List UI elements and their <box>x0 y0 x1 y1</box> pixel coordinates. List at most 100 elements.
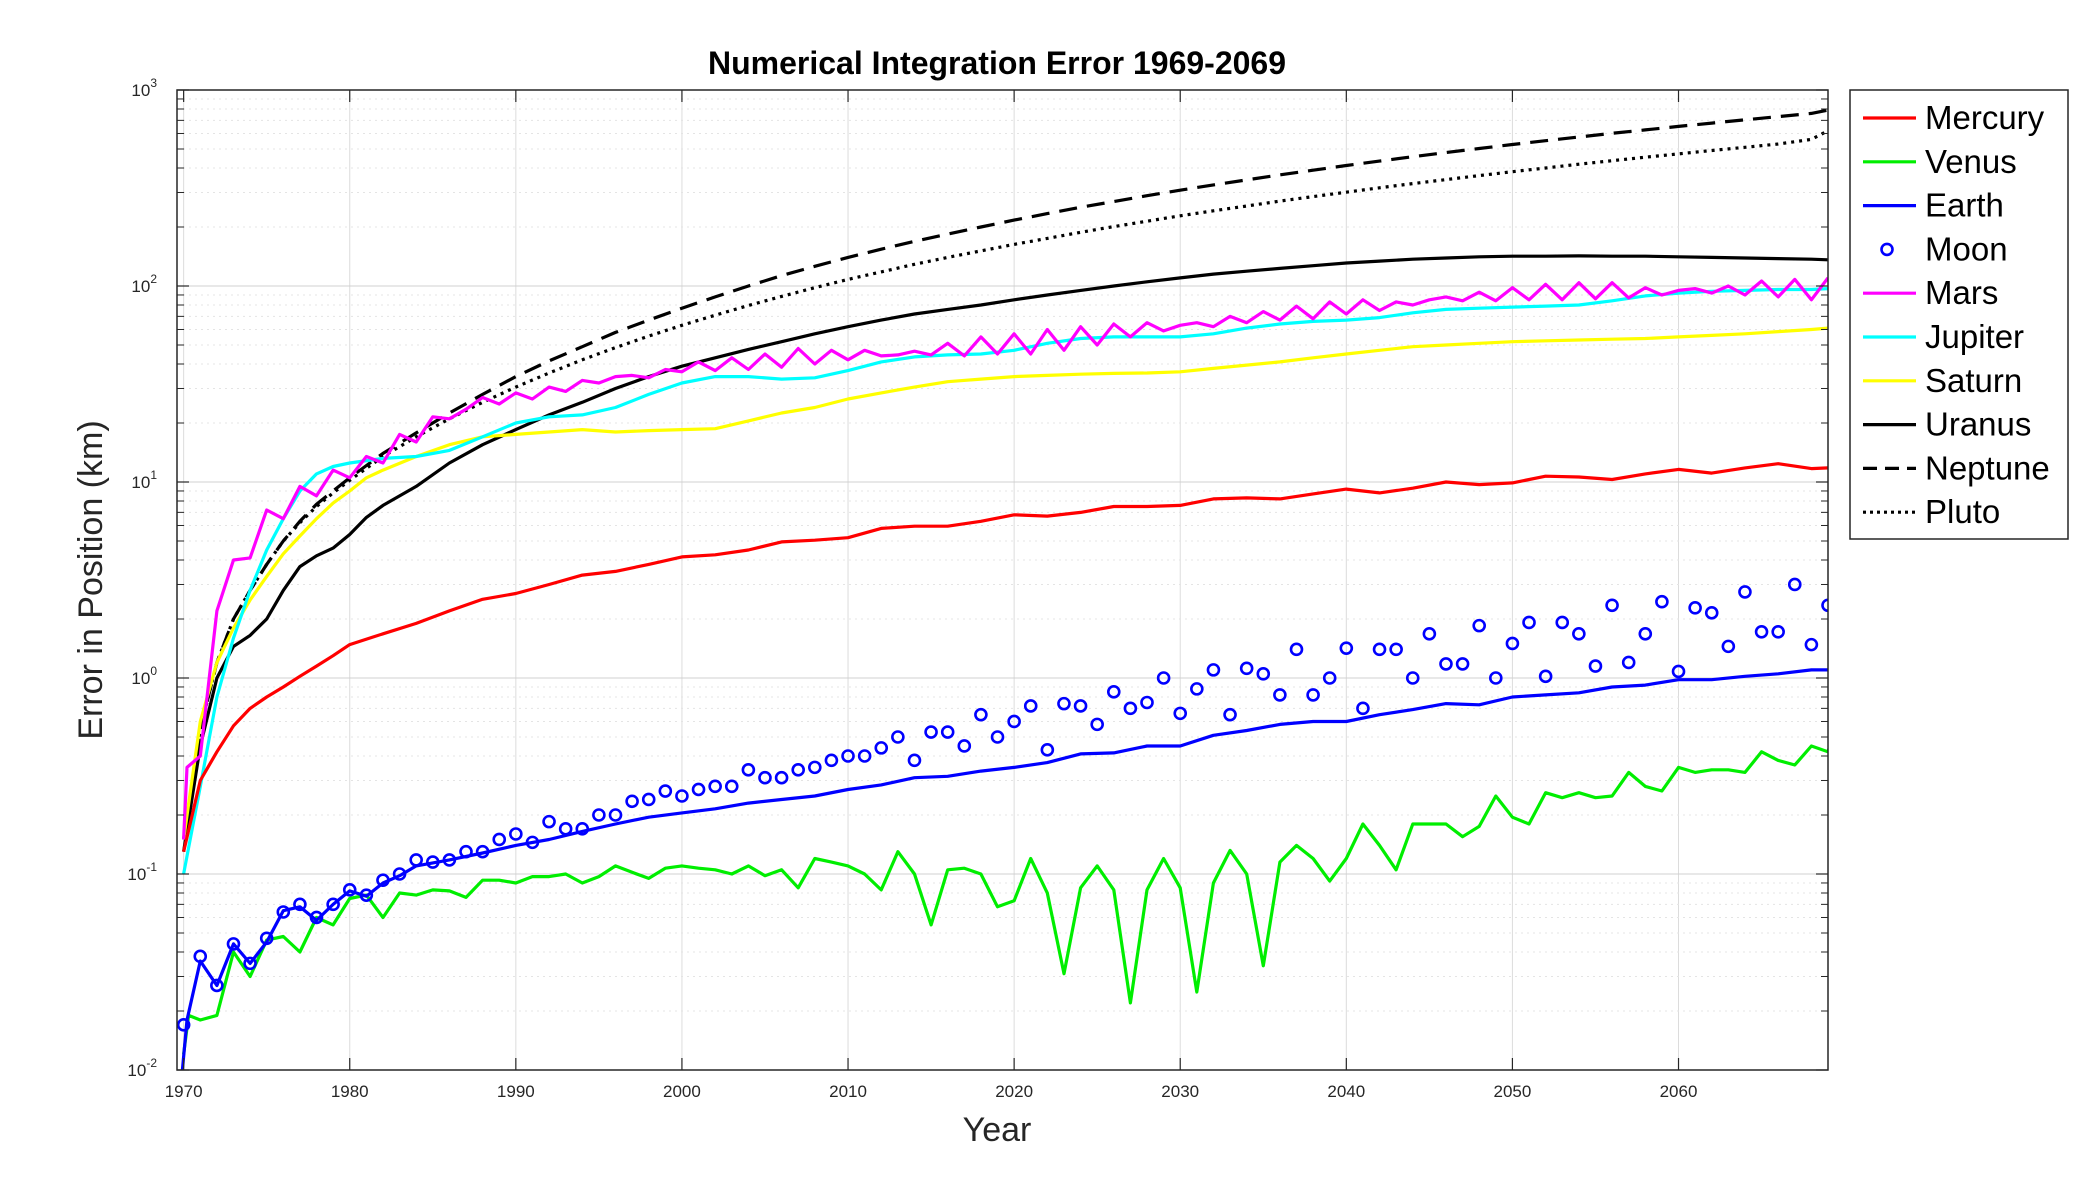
moon-marker <box>492 832 507 847</box>
legend-label: Earth <box>1925 187 2004 224</box>
moon-marker <box>990 730 1005 744</box>
moon-marker <box>708 779 722 794</box>
earth-line <box>180 668 1828 1070</box>
legend-label: Mercury <box>1925 99 2045 136</box>
moon-marker <box>1123 701 1138 716</box>
moon-marker <box>675 789 689 803</box>
moon-marker <box>1389 642 1403 657</box>
legend-label: Neptune <box>1925 449 2050 486</box>
moon-marker <box>658 784 673 798</box>
legend-entry-earth: Earth <box>1863 187 2004 224</box>
moon-marker <box>1040 743 1055 757</box>
moon-marker <box>1522 615 1536 630</box>
legend-label: Moon <box>1925 230 2008 267</box>
moon-marker <box>1306 688 1320 702</box>
y-tick-label: 10-2 <box>127 1056 157 1080</box>
moon-marker <box>940 725 955 739</box>
moon-marker <box>1106 685 1121 699</box>
legend: Mercury Venus Earth Moon Mars Jupiter Saturn Ur… <box>1849 89 2069 540</box>
moon-marker <box>509 827 523 841</box>
moon-marker <box>1140 695 1154 710</box>
series-mars <box>182 276 1828 840</box>
tick-marks <box>177 89 1828 1071</box>
x-tick-label: 2000 <box>663 1082 701 1101</box>
legend-label: Saturn <box>1925 362 2022 399</box>
legend-entry-pluto: Pluto <box>1863 493 2000 530</box>
moon-marker <box>342 883 357 897</box>
moon-marker <box>542 814 556 829</box>
y-tick-base: 10 <box>127 865 146 884</box>
x-tick-label: 2040 <box>1327 1082 1365 1101</box>
moon-marker <box>475 844 490 859</box>
legend-entry-neptune: Neptune <box>1863 449 2050 486</box>
legend-label: Pluto <box>1925 493 2000 530</box>
y-tick-label: 10-1 <box>127 860 157 884</box>
y-tick-exponent: 3 <box>150 76 157 90</box>
moon-marker <box>1505 636 1520 651</box>
legend-box <box>1849 89 2069 540</box>
moon-marker <box>1356 701 1370 716</box>
moon-marker <box>1405 671 1420 685</box>
moon-marker <box>259 931 274 946</box>
moon-marker <box>741 763 756 777</box>
x-tick-label: 2050 <box>1494 1082 1532 1101</box>
x-axis-label: Year <box>963 1111 1032 1149</box>
moon-marker <box>1538 669 1553 684</box>
moon-marker <box>1007 714 1021 729</box>
moon-marker <box>1605 598 1619 613</box>
series-layer <box>177 108 1828 1070</box>
moon-marker <box>625 794 639 809</box>
moon-marker <box>1339 641 1354 655</box>
moon-marker <box>857 749 872 763</box>
moon-marker <box>376 873 390 887</box>
moon-marker <box>525 835 540 850</box>
moon-marker <box>425 855 440 869</box>
x-tick-label: 1990 <box>497 1082 535 1101</box>
moon-marker <box>841 749 855 763</box>
plot-area <box>176 89 1829 1071</box>
moon-marker <box>1223 707 1237 722</box>
moon-marker <box>1771 625 1785 639</box>
y-tick-exponent: -2 <box>146 1056 157 1070</box>
legend-entry-jupiter: Jupiter <box>1863 318 2024 355</box>
y-tick-base: 10 <box>131 81 150 100</box>
moon-marker <box>1273 688 1287 702</box>
x-tick-label: 1970 <box>165 1082 203 1101</box>
x-tick-label: 2060 <box>1660 1082 1698 1101</box>
moon-marker <box>1738 585 1752 599</box>
moon-marker <box>1621 655 1636 670</box>
moon-marker <box>1572 627 1586 641</box>
x-tick-label: 2020 <box>995 1082 1033 1101</box>
legend-entry-moon: Moon <box>1880 230 2008 267</box>
moon-marker <box>1555 615 1570 630</box>
moon-marker <box>276 905 291 919</box>
series-venus <box>182 744 1828 1055</box>
moon-marker <box>1688 601 1702 615</box>
y-tick-base: 10 <box>131 473 150 492</box>
moon-marker <box>1239 661 1254 676</box>
moon-marker <box>724 779 739 794</box>
legend-label: Jupiter <box>1925 318 2024 355</box>
y-tick-exponent: 2 <box>150 272 157 286</box>
moon-marker <box>1372 642 1387 657</box>
moon-marker <box>791 763 806 777</box>
moon-marker <box>1655 594 1669 609</box>
mercury-line <box>182 462 1828 853</box>
y-tick-exponent: 1 <box>150 468 157 482</box>
moon-marker <box>1289 642 1304 657</box>
legend-label: Uranus <box>1925 406 2031 443</box>
moon-marker <box>758 770 772 785</box>
moon-marker <box>1073 699 1088 713</box>
moon-marker <box>874 741 889 755</box>
series-neptune <box>182 108 1828 840</box>
moon-marker <box>1787 577 1802 592</box>
moon-marker <box>907 753 922 768</box>
moon-marker <box>459 844 473 859</box>
mars-line <box>182 276 1828 840</box>
saturn-line <box>182 326 1828 840</box>
legend-swatch <box>1880 242 1894 257</box>
moon-marker <box>326 897 340 912</box>
y-axis-label: Error in Position (km) <box>72 420 110 739</box>
